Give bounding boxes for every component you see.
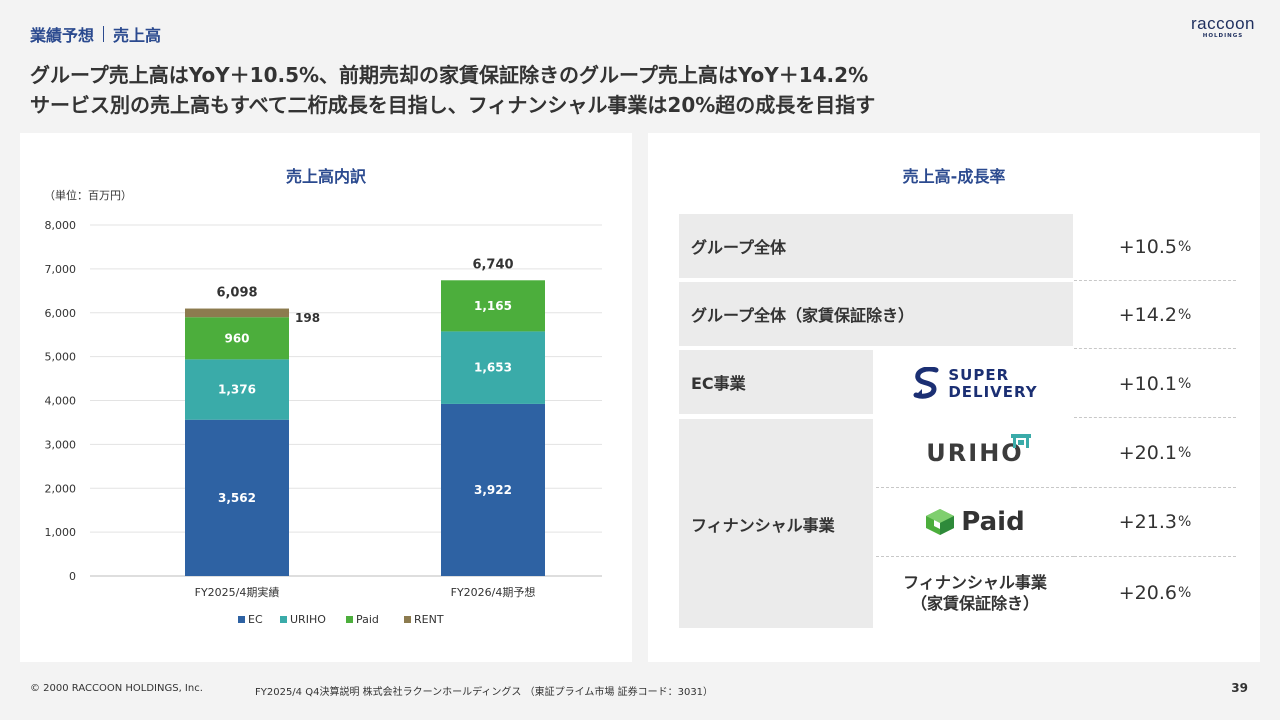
row-ec: EC事業 [679,350,873,414]
rate-value: +14.2 [1118,304,1177,326]
stacked-bar-chart: 0 1,000 2,000 3,000 4,000 5,000 6,000 7,000 8,00… [45,219,602,626]
legend-label: Paid [356,613,379,626]
super-delivery-s-icon [913,367,939,399]
brand-line-2: DELIVERY [948,383,1038,401]
financial-excl-rent-label: フィナンシャル事業 （家賃保証除き） [903,572,1047,614]
bar-segment [185,359,289,420]
rate-value: +20.6 [1118,581,1177,604]
sales-breakdown-panel: 売上高内訳 （単位：百万円） 0 1,000 2,000 3,000 4,000 5,00… [20,133,632,662]
chart-title: 売上高内訳 [285,167,366,186]
y-tick-label: 0 [69,570,76,583]
legend-label: URIHO [290,613,326,626]
financial-excl-rent-cell: フィナンシャル事業 （家賃保証除き） [876,557,1074,628]
data-label: 3,922 [474,483,512,497]
y-tick-label: 2,000 [45,482,77,495]
rate-group-excl-rent: +14.2% [1074,282,1236,349]
raccoon-holdings-logo: raccoon HOLDINGS [1188,14,1258,48]
headline-line-2: サービス別の売上高もすべて二桁成長を目指し、フィナンシャル事業は20%超の成長を… [30,93,876,117]
bar-segment [441,280,545,332]
data-label: 3,562 [218,491,256,505]
rate-financial-excl-rent: +20.6% [1074,557,1236,628]
label-line-1: フィナンシャル事業 [903,572,1047,592]
row-label: EC事業 [691,374,746,393]
row-label: グループ全体（家賃保証除き） [691,306,915,325]
row-label: グループ全体 [691,238,787,257]
data-label: 1,376 [218,383,256,397]
section-title: 業績予想 [30,26,95,45]
brand-name: URIHO [926,439,1024,467]
data-label: 198 [295,311,320,325]
y-tick-label: 7,000 [45,263,77,276]
brand-line-1: SUPER [948,366,1010,384]
row-group-excl-rent: グループ全体（家賃保証除き） [679,282,1073,346]
legend-label: RENT [414,613,444,626]
growth-rate-panel: 売上高-成長率 グループ全体 +10.5% グループ全体（家賃保証除き） +14… [648,133,1260,662]
paid-logo-cell: Paid [876,488,1074,557]
y-tick-label: 8,000 [45,219,77,232]
rate-pct: % [1177,584,1192,601]
rate-pct: % [1177,307,1192,323]
rate-paid: +21.3% [1074,488,1236,557]
super-delivery-logo: SUPER DELIVERY [912,367,1037,401]
y-tick-label: 5,000 [45,351,77,364]
legend-swatch [238,616,245,623]
row-financial: フィナンシャル事業 [679,419,873,628]
uriho-logo-cell: URIHO [876,419,1074,488]
legend-swatch [404,616,411,623]
total-label: 6,740 [472,257,513,272]
rate-value: +20.1 [1118,442,1177,464]
footer-document: FY2025/4 Q4決算説明 株式会社ラクーンホールディングス （東証プライム… [255,687,714,698]
rate-pct: % [1177,514,1192,530]
data-label: 960 [224,331,249,345]
rate-group-total: +10.5% [1074,214,1236,281]
y-tick-label: 4,000 [45,395,77,408]
y-tick-label: 3,000 [45,438,77,451]
unit-label: （単位：百万円） [44,189,132,202]
bar-segment [441,331,545,404]
legend-swatch [280,616,287,623]
logo-mark: raccoon [1191,14,1255,33]
y-tick-label: 6,000 [45,307,77,320]
row-group-total: グループ全体 [679,214,1073,278]
x-tick-label: FY2025/4期実績 [195,585,280,599]
uriho-roof-icon [1010,434,1031,448]
super-delivery-logo-cell: SUPER DELIVERY [876,350,1074,418]
subsection-title: 売上高 [113,26,162,45]
breadcrumb-divider [103,26,105,42]
logo-sub: HOLDINGS [1202,33,1244,39]
rate-ec: +10.1% [1074,350,1236,418]
rate-pct: % [1177,239,1192,255]
legend-label: EC [248,613,263,626]
headline-line-1: グループ売上高はYoY＋10.5%、前期売却の家賃保証除きのグループ売上高はYo… [30,63,869,87]
bar-segment [441,403,545,576]
data-label: 1,653 [474,361,512,375]
uriho-logo: URIHO [926,434,1031,467]
rate-pct: % [1177,375,1192,392]
bar-segment [185,317,289,360]
x-tick-label: FY2026/4期予想 [451,585,536,599]
brand-name: Paid [961,507,1025,537]
rate-uriho: +20.1% [1074,419,1236,488]
row-label: フィナンシャル事業 [691,515,835,535]
rate-pct: % [1177,445,1192,461]
rate-value: +21.3 [1118,511,1177,533]
bar-segment [185,419,289,576]
bar-segment [185,308,289,318]
breadcrumb: 業績予想 売上高 [30,22,161,46]
label-line-2: （家賃保証除き） [910,593,1039,613]
page-number: 39 [1231,681,1248,695]
paid-logo: Paid [925,507,1025,537]
y-tick-label: 1,000 [45,526,77,539]
data-label: 1,165 [474,299,512,313]
footer-copyright: © 2000 RACCOON HOLDINGS, Inc. [30,683,203,694]
headline: グループ売上高はYoY＋10.5%、前期売却の家賃保証除きのグループ売上高はYo… [30,60,875,120]
paid-cube-icon [926,509,955,535]
growth-title: 売上高-成長率 [902,167,1006,186]
total-label: 6,098 [216,286,257,301]
rate-value: +10.5 [1118,236,1177,258]
rate-value: +10.1 [1118,372,1177,395]
legend-swatch [346,616,353,623]
